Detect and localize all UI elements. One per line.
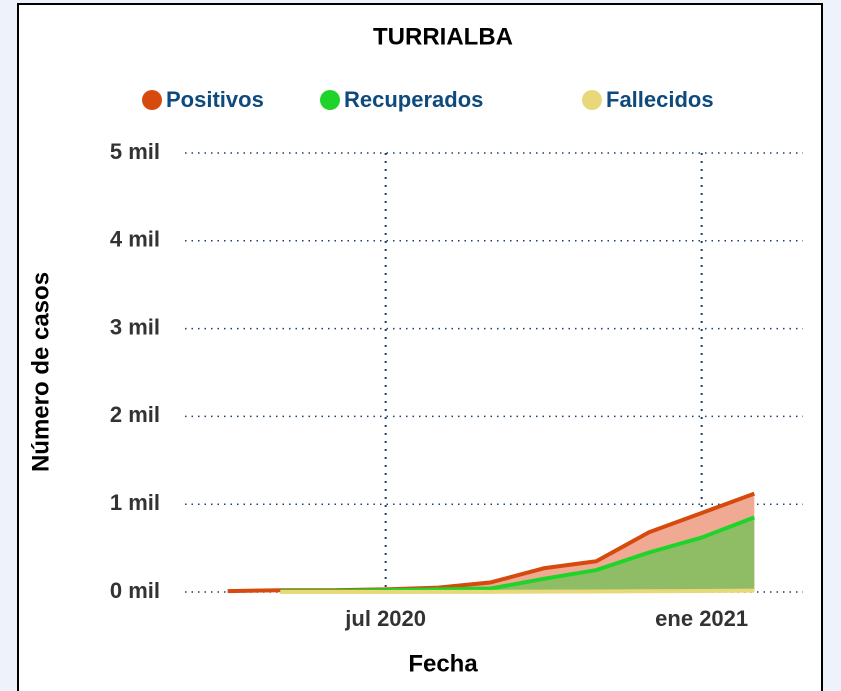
y-tick-label: 0 mil <box>110 578 160 603</box>
legend-label: Fallecidos <box>606 87 714 112</box>
line <box>280 588 755 594</box>
y-axis-label: Número de casos <box>27 272 54 472</box>
y-tick-label: 4 mil <box>110 227 160 252</box>
legend-label: Positivos <box>166 87 264 112</box>
legend-swatch <box>320 90 340 110</box>
x-tick-label: ene 2021 <box>655 606 748 631</box>
area <box>280 517 755 592</box>
y-tick-label: 1 mil <box>110 490 160 515</box>
legend-swatch <box>582 90 602 110</box>
y-tick-label: 2 mil <box>110 402 160 427</box>
y-tick-label: 5 mil <box>110 139 160 164</box>
y-tick-label: 3 mil <box>110 314 160 339</box>
x-axis-label: Fecha <box>408 650 478 677</box>
legend-label: Recuperados <box>344 87 483 112</box>
chart-title: TURRIALBA <box>373 23 513 50</box>
x-tick-label: jul 2020 <box>344 606 426 631</box>
legend-swatch <box>142 90 162 110</box>
